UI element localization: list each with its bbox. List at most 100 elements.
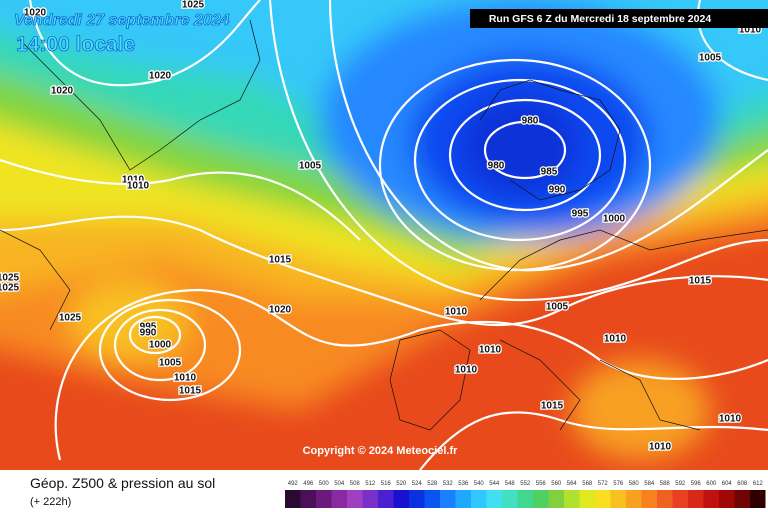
isobar-label: 1010 — [122, 175, 145, 186]
color-swatch — [347, 490, 363, 508]
scale-label: 492 — [288, 481, 299, 487]
isobar-label: 1010 — [649, 442, 672, 453]
color-swatch — [533, 490, 549, 508]
scale-label: 580 — [629, 481, 640, 487]
color-swatch — [610, 490, 626, 508]
color-swatch — [486, 490, 502, 508]
local-time: 14:00 locale — [16, 33, 135, 56]
isobar-label: 1005 — [299, 161, 322, 172]
copyright: Copyright © 2024 Meteociel.fr — [303, 445, 459, 457]
color-scale: 492 496 500 504 508 512 516 520 524 528 532 536 540 5… — [285, 481, 766, 508]
color-swatch — [285, 490, 301, 508]
isobar-label: 1025 — [182, 0, 205, 11]
scale-label: 540 — [474, 481, 485, 487]
isobar-label: 1020 — [149, 71, 172, 82]
color-swatch — [440, 490, 456, 508]
color-swatch — [331, 490, 347, 508]
isobar-label: 1015 — [179, 386, 202, 397]
scale-label: 560 — [551, 481, 562, 487]
isobar-label: 1005 — [546, 302, 569, 313]
scale-label: 496 — [303, 481, 314, 487]
isobar-label: 1010 — [445, 307, 468, 318]
scale-label: 604 — [722, 481, 733, 487]
color-swatch — [703, 490, 719, 508]
color-swatch — [750, 490, 766, 508]
isobar-label: 1020 — [269, 305, 292, 316]
color-swatch — [471, 490, 487, 508]
scale-label: 556 — [536, 481, 547, 487]
isobar-label: 1025 — [0, 283, 20, 294]
color-swatch — [393, 490, 409, 508]
color-swatch — [595, 490, 611, 508]
color-swatch — [316, 490, 332, 508]
isobar-label: 980 — [488, 161, 505, 172]
scale-label: 504 — [334, 481, 345, 487]
scale-label: 568 — [582, 481, 593, 487]
date: Vendredi 27 septembre 2024 — [14, 12, 230, 29]
legend-title: Géop. Z500 & pression au sol — [30, 475, 215, 491]
color-swatch — [548, 490, 564, 508]
isobar-label: 1020 — [24, 8, 47, 19]
color-swatch — [688, 490, 704, 508]
isobar-label: 1010 — [479, 345, 502, 356]
run-banner — [470, 9, 768, 28]
field — [0, 0, 768, 470]
color-swatch — [626, 490, 642, 508]
scale-label: 516 — [381, 481, 392, 487]
color-swatch — [424, 490, 440, 508]
isobar-label: 1020 — [51, 86, 74, 97]
scale-label: 576 — [613, 481, 624, 487]
scale-label: 588 — [660, 481, 671, 487]
color-swatch — [455, 490, 471, 508]
scale-label: 528 — [427, 481, 438, 487]
isobar-label: 1010 — [604, 334, 627, 345]
isobar-label: 1000 — [603, 214, 626, 225]
isobar-label: 1005 — [159, 358, 182, 369]
scale-label: 544 — [489, 481, 500, 487]
scale-label: 584 — [644, 481, 655, 487]
scale-label: 608 — [737, 481, 748, 487]
color-swatch — [672, 490, 688, 508]
scale-label: 536 — [458, 481, 469, 487]
isobar-label: 1010 — [719, 414, 742, 425]
scale-label: 500 — [319, 481, 330, 487]
color-swatch — [564, 490, 580, 508]
isobar-label: 1025 — [59, 313, 82, 324]
scale-label: 512 — [365, 481, 376, 487]
color-swatch — [641, 490, 657, 508]
coastlines — [0, 19, 768, 431]
scale-label: 524 — [412, 481, 423, 487]
scale-label: 564 — [567, 481, 578, 487]
isobar-label: 1015 — [689, 276, 712, 287]
isobar-label: 1000 — [149, 340, 172, 351]
isobar-label: 1010 — [455, 365, 478, 376]
scale-label: 532 — [443, 481, 454, 487]
color-swatch — [734, 490, 750, 508]
isobar-label: 1010 — [127, 181, 150, 192]
color-swatch — [719, 490, 735, 508]
isobar-label: 990 — [140, 328, 157, 339]
isobar-label: 1015 — [269, 255, 292, 266]
color-swatch — [502, 490, 518, 508]
scale-label: 552 — [520, 481, 531, 487]
lead-time: (+ 222h) — [30, 496, 71, 508]
scale-label: 596 — [691, 481, 702, 487]
isobar-label: 1025 — [0, 273, 20, 284]
isobar-label: 1015 — [541, 401, 564, 412]
isobar-label: 995 — [572, 209, 589, 220]
scale-label: 600 — [706, 481, 717, 487]
scale-label: 508 — [350, 481, 361, 487]
scale-label: 520 — [396, 481, 407, 487]
isobar-label: 1010 — [174, 373, 197, 384]
color-swatch — [657, 490, 673, 508]
scale-label: 612 — [753, 481, 764, 487]
scale-label: 572 — [598, 481, 609, 487]
color-swatch — [517, 490, 533, 508]
isobar-label: 980 — [522, 116, 539, 127]
isobar-label: 995 — [140, 322, 157, 333]
isobar-label: 985 — [541, 167, 558, 178]
isobar-label: 1005 — [699, 53, 722, 64]
color-swatch — [362, 490, 378, 508]
